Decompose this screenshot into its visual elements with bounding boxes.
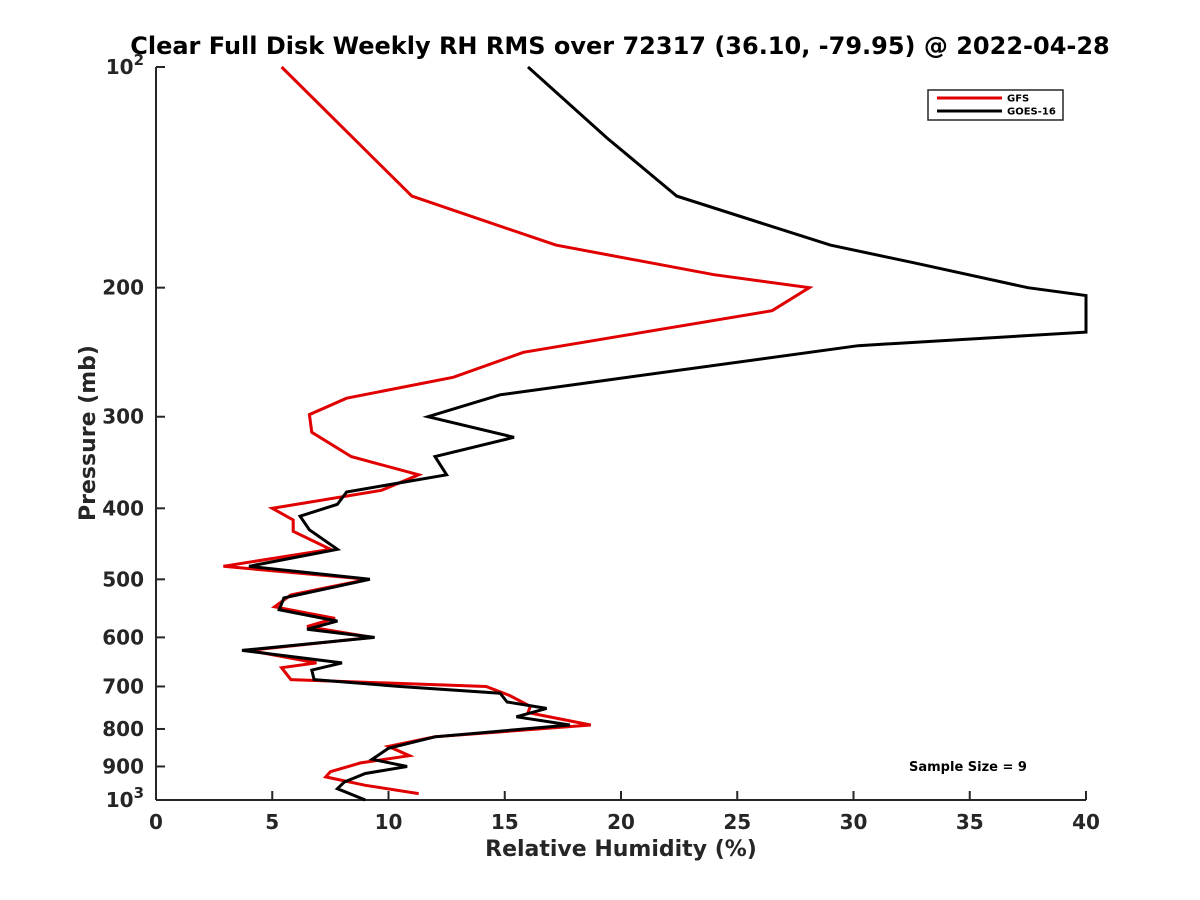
x-tick-label: 10: [375, 810, 403, 834]
y-tick-label: 103: [106, 784, 144, 812]
y-tick-label-base: 500: [102, 567, 144, 591]
y-tick-label: 600: [102, 625, 144, 649]
y-tick-label-base: 600: [102, 625, 144, 649]
series-line-goes-16: [241, 65, 1088, 802]
y-tick-label: 200: [102, 276, 144, 300]
x-tick-label: 35: [956, 810, 984, 834]
y-tick-label: 800: [102, 717, 144, 741]
sample-size-annotation: Sample Size = 9: [909, 760, 1027, 775]
y-tick-label: 300: [102, 405, 144, 429]
y-tick-label-exponent: 3: [134, 784, 144, 802]
y-tick-label: 500: [102, 567, 144, 591]
x-tick-label: 40: [1072, 810, 1100, 834]
x-tick-label: 15: [491, 810, 519, 834]
legend-label: GOES-16: [1007, 107, 1056, 118]
chart-title: Clear Full Disk Weekly RH RMS over 72317…: [130, 32, 1110, 60]
x-tick-label: 25: [723, 810, 751, 834]
y-tick-label-base: 200: [102, 276, 144, 300]
y-tick-label-exponent: 2: [134, 51, 144, 69]
y-tick-label-base: 10: [106, 55, 134, 79]
x-tick-label: 0: [149, 810, 163, 834]
y-tick-label: 700: [102, 674, 144, 698]
y-tick-label: 102: [106, 51, 144, 79]
x-tick-label: 30: [840, 810, 868, 834]
x-tick-label: 20: [607, 810, 635, 834]
y-tick-label-base: 800: [102, 717, 144, 741]
series-layer: [223, 65, 1088, 802]
series-line-gfs: [223, 65, 814, 796]
x-tick-label: 5: [265, 810, 279, 834]
y-tick-label: 400: [102, 496, 144, 520]
legend-label: GFS: [1007, 94, 1029, 105]
y-tick-label-base: 300: [102, 405, 144, 429]
legend-box: [927, 89, 1064, 121]
y-tick-label-base: 700: [102, 674, 144, 698]
y-tick-label-base: 900: [102, 754, 144, 778]
plot-axes: [155, 67, 1086, 801]
y-tick-label-base: 10: [106, 788, 134, 812]
x-axis-ticks: 0 5 10 15 20 25 30 35 40: [149, 791, 1100, 834]
y-axis-label: Pressure (mb): [76, 345, 101, 521]
y-tick-label: 900: [102, 754, 144, 778]
y-tick-label-base: 400: [102, 496, 144, 520]
legend: GFS GOES-16: [927, 89, 1064, 121]
x-axis-label: Relative Humidity (%): [485, 837, 757, 862]
